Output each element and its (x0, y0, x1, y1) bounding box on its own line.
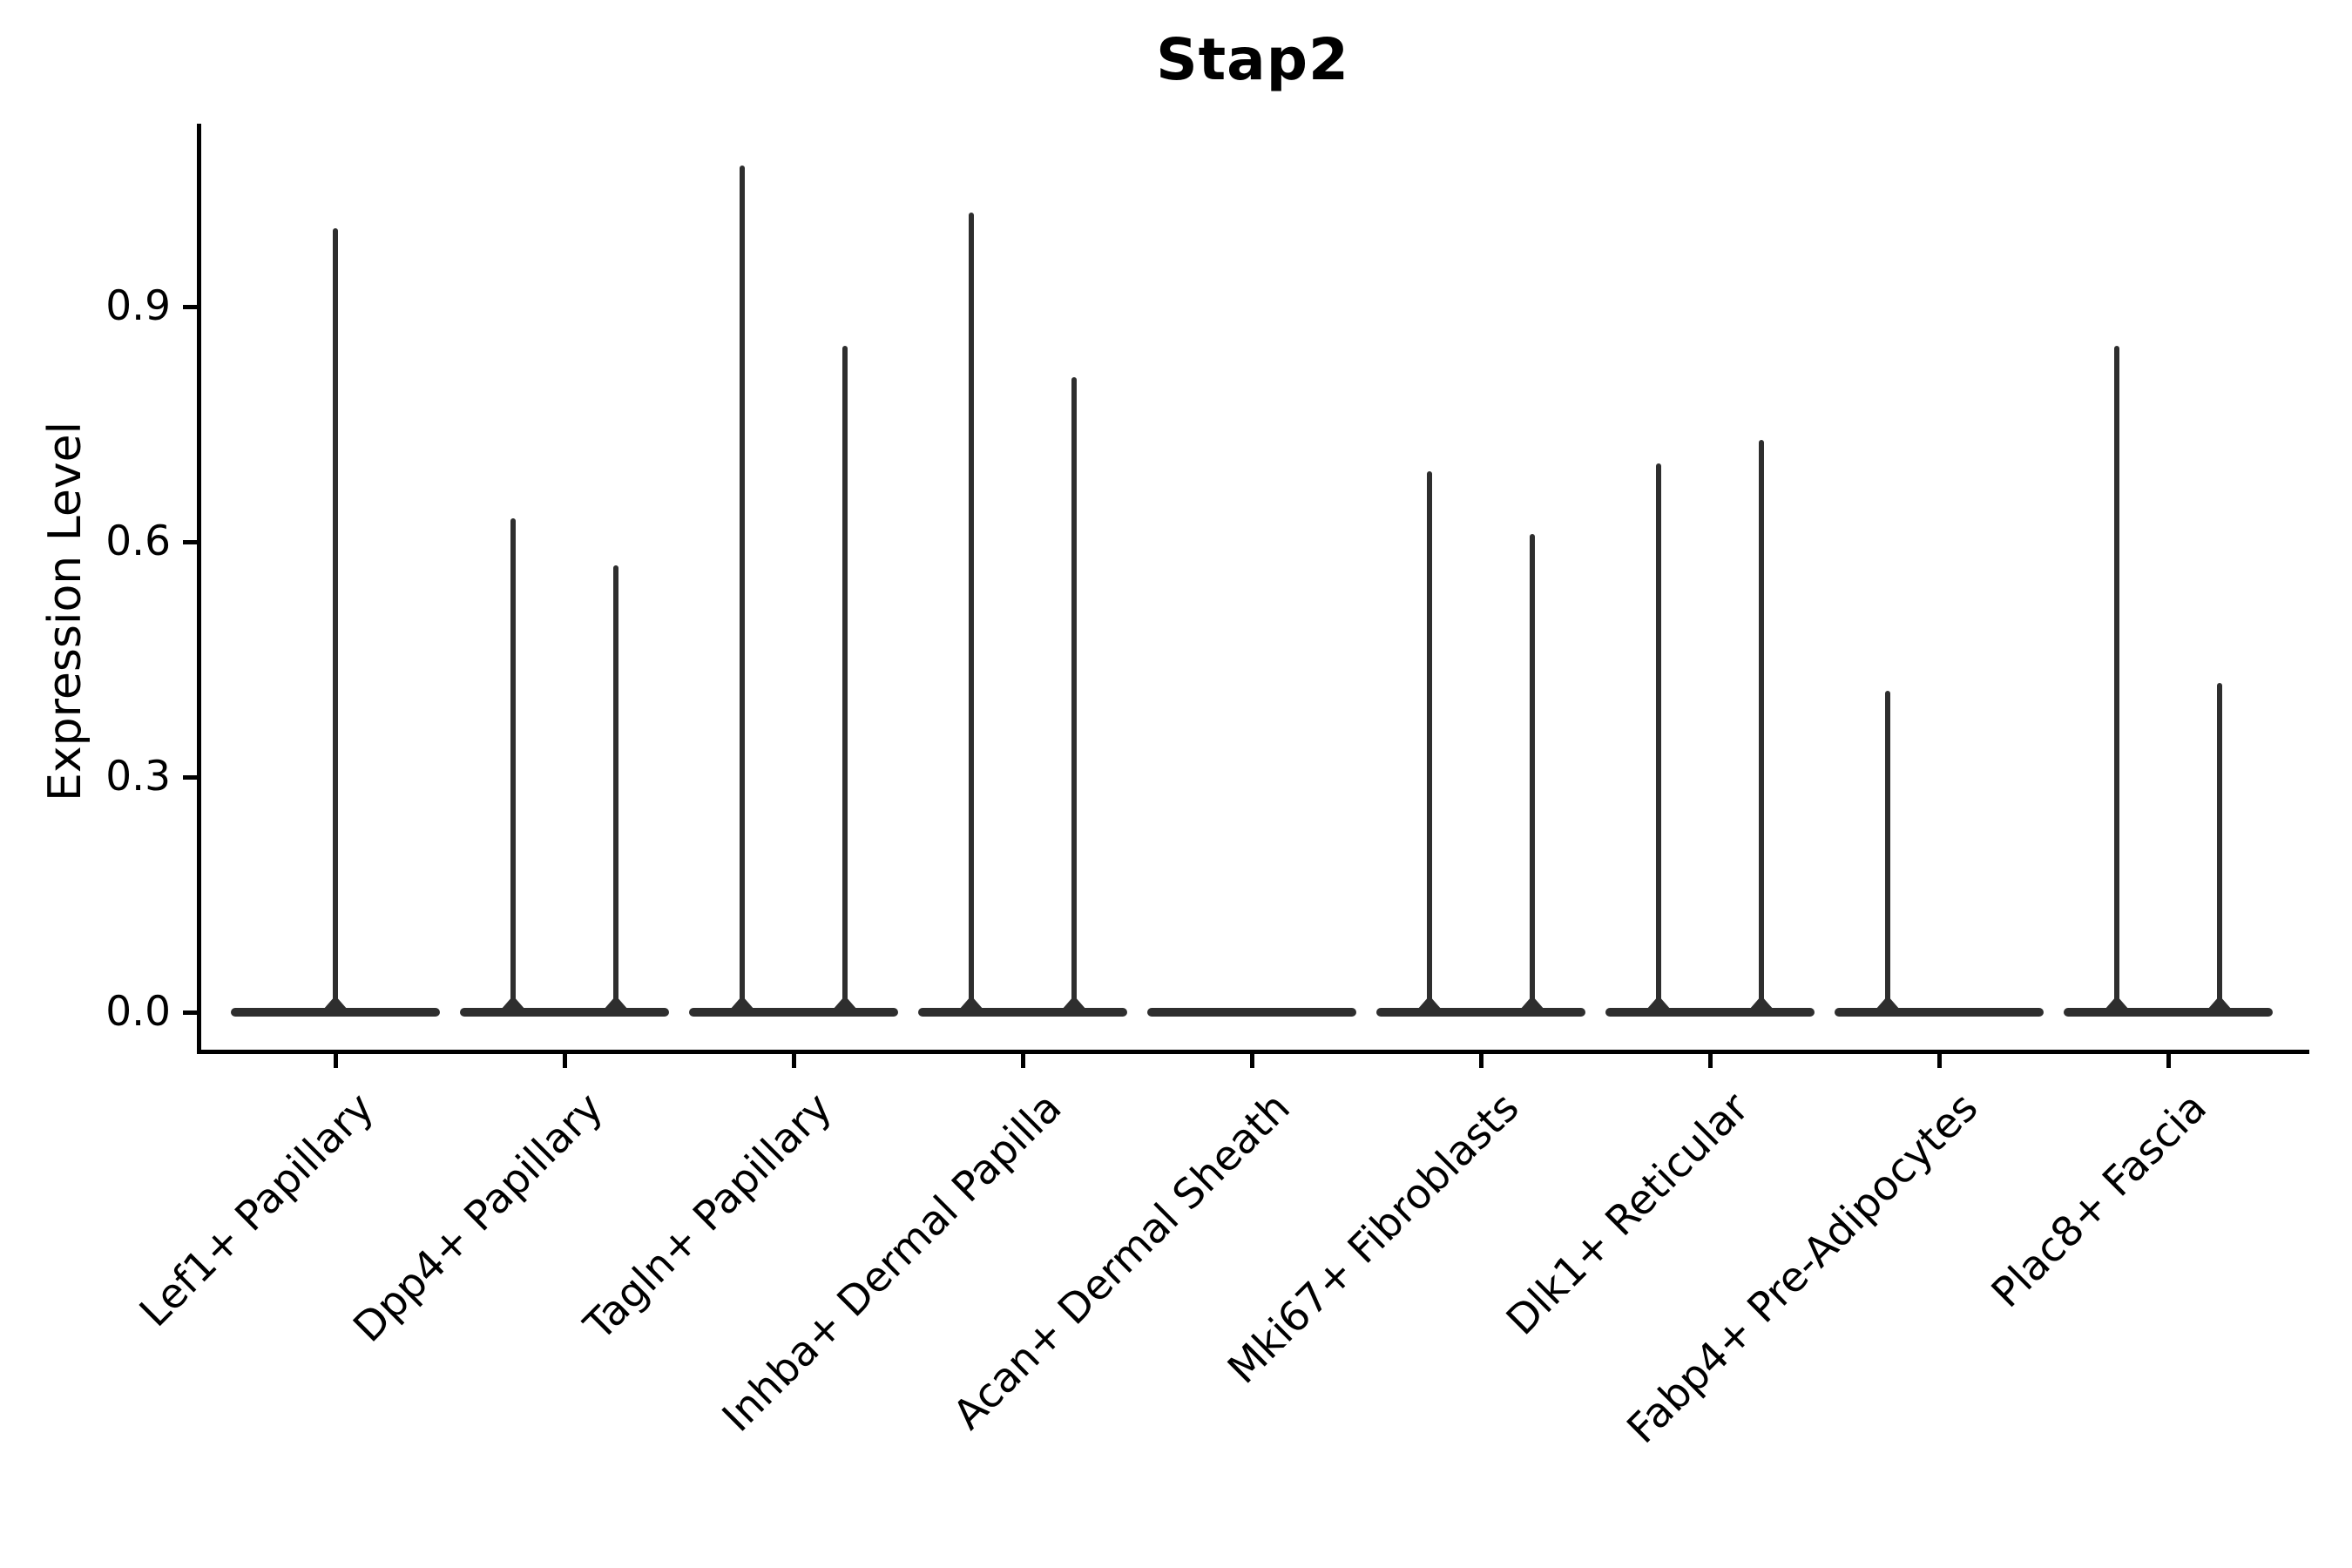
violin-spike (510, 518, 516, 1012)
violin-spike (1885, 691, 1890, 1012)
x-tick-label: Lef1+ Papillary (130, 1084, 383, 1336)
y-tick (183, 540, 197, 544)
violin-spike-base-flare (501, 996, 525, 1010)
x-tick (334, 1054, 338, 1068)
x-tick (1708, 1054, 1713, 1068)
y-axis-spine (197, 124, 201, 1054)
violin-spike (1071, 377, 1077, 1012)
x-tick-label: Dpp4+ Papillary (344, 1084, 612, 1352)
violin-body (1835, 1008, 2044, 1017)
violin-body (1376, 1008, 1585, 1017)
violin-spike-base-flare (1646, 996, 1671, 1010)
x-tick (792, 1054, 796, 1068)
plot-title: Stap2 (1156, 26, 1349, 93)
violin-body (918, 1008, 1127, 1017)
y-tick-label: 0.6 (105, 517, 171, 565)
violin-spike (613, 565, 618, 1012)
y-tick-label: 0.9 (105, 282, 171, 330)
violin-body (1147, 1008, 1356, 1017)
violin-body (2064, 1008, 2273, 1017)
violin-body (460, 1008, 669, 1017)
violin-spike (1759, 440, 1764, 1012)
x-tick (1937, 1054, 1942, 1068)
violin-spike (2114, 346, 2119, 1012)
violin-spike-base-flare (1417, 996, 1442, 1010)
violin-spike-base-flare (833, 996, 857, 1010)
violin-spike (1530, 534, 1535, 1012)
violin-body (1605, 1008, 1815, 1017)
violin-spike-base-flare (730, 996, 754, 1010)
y-tick-label: 0.0 (105, 988, 171, 1036)
x-tick (1479, 1054, 1484, 1068)
x-tick (2166, 1054, 2171, 1068)
violin-spike (842, 346, 848, 1012)
violin-spike (1656, 463, 1661, 1012)
x-tick (563, 1054, 567, 1068)
x-tick-label: Plac8+ Fascia (1982, 1084, 2216, 1317)
violin-body (231, 1008, 440, 1017)
x-tick-label: Tagln+ Papillary (575, 1084, 841, 1350)
y-tick (183, 305, 197, 309)
violin-spike (333, 228, 338, 1012)
violin-spike-base-flare (323, 996, 348, 1010)
violin-spike-base-flare (604, 996, 628, 1010)
violin-spike-base-flare (2207, 996, 2232, 1010)
x-axis-spine (197, 1050, 2309, 1054)
y-tick-label: 0.3 (105, 753, 171, 801)
violin-spike (740, 166, 745, 1012)
violin-spike-base-flare (2105, 996, 2129, 1010)
x-tick (1021, 1054, 1025, 1068)
violin-spike-base-flare (1062, 996, 1086, 1010)
violin-spike-base-flare (959, 996, 983, 1010)
y-tick (183, 1010, 197, 1015)
violin-body (689, 1008, 898, 1017)
x-tick (1250, 1054, 1254, 1068)
violin-spike (1427, 471, 1432, 1012)
violin-spike (969, 213, 974, 1012)
violin-spike (2217, 683, 2222, 1012)
x-tick-label: Dlk1+ Reticular (1497, 1084, 1758, 1345)
violin-spike-base-flare (1520, 996, 1544, 1010)
violin-spike-base-flare (1749, 996, 1774, 1010)
y-tick (183, 775, 197, 780)
violin-spike-base-flare (1876, 996, 1900, 1010)
